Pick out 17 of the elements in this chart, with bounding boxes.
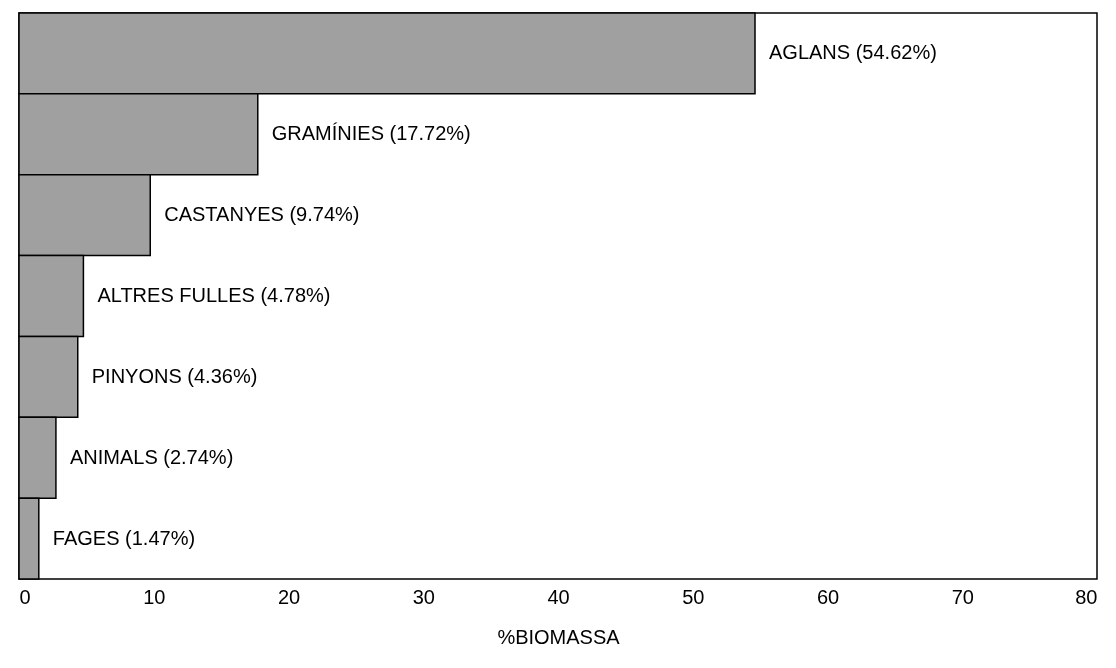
x-tick-label: 20 bbox=[277, 585, 301, 608]
x-tick-label: 60 bbox=[816, 585, 840, 608]
y-tick-label: CASTANYES (9.74%) bbox=[164, 203, 360, 226]
x-tick-label: 50 bbox=[682, 585, 705, 608]
x-tick-label: 70 bbox=[951, 585, 974, 608]
y-tick-label: ALTRES FULLES (4.78%) bbox=[97, 284, 331, 306]
y-tick-label: AGLANS (54.62%) bbox=[769, 41, 937, 64]
x-tick-label: 80 bbox=[1075, 585, 1098, 608]
x-tick-label: 30 bbox=[412, 585, 435, 608]
x-tick-label: 10 bbox=[143, 585, 166, 608]
x-axis-title: %BIOMASSA bbox=[497, 625, 621, 648]
y-tick-label: PINYONS (4.36%) bbox=[91, 364, 258, 387]
x-tick-label: 40 bbox=[547, 585, 570, 608]
x-tick-label: 0 bbox=[19, 585, 31, 608]
y-tick-label: ANIMALS (2.74%) bbox=[69, 445, 234, 468]
y-tick-label: FAGES (1.47%) bbox=[52, 526, 196, 549]
y-tick-label: GRAMÍNIES (17.72%) bbox=[271, 122, 471, 145]
